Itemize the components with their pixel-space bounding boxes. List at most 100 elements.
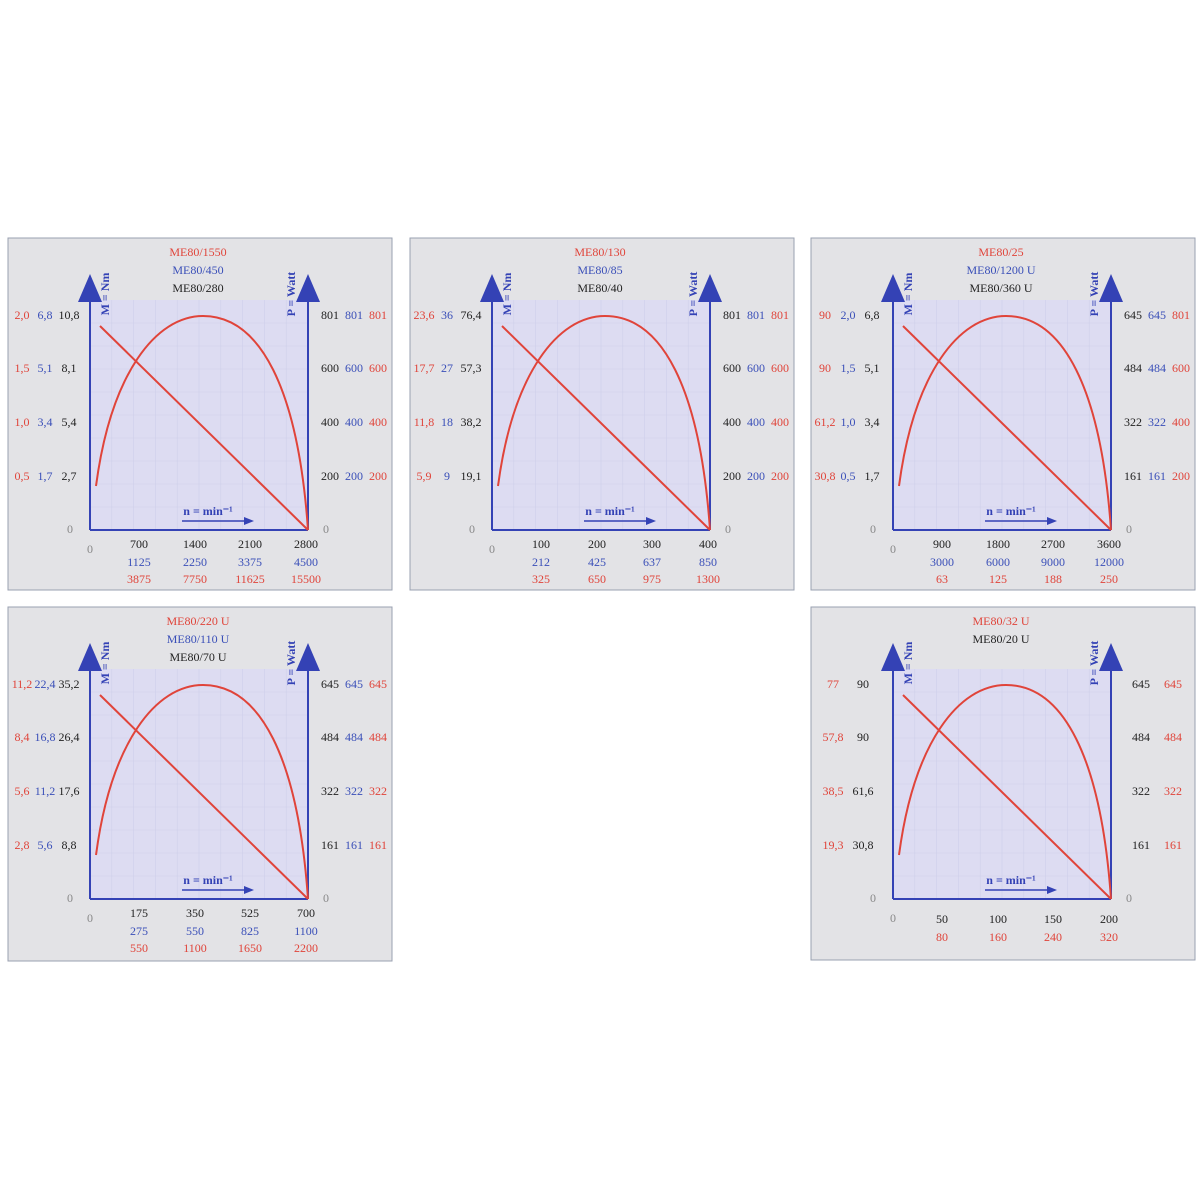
y2-tick-label: 200 (771, 469, 789, 483)
x-tick-label: 50 (936, 912, 948, 926)
y-tick-label: 61,2 (815, 415, 836, 429)
y-axis-label: M = Nm (98, 642, 112, 685)
x-tick-label: 425 (588, 555, 606, 569)
y2-axis-label: P = Watt (284, 641, 298, 686)
y2-tick-label: 645 (1148, 308, 1166, 322)
x-tick-label: 1650 (238, 941, 262, 955)
y2-tick-label: 801 (723, 308, 741, 322)
y-tick-label: 18 (441, 415, 453, 429)
origin-label: 0 (890, 911, 896, 925)
y2-tick-label: 484 (1124, 361, 1142, 375)
x-axis-label: n = min⁻¹ (183, 504, 233, 518)
y-tick-label: 76,4 (461, 308, 482, 322)
x-tick-label: 325 (532, 572, 550, 586)
torque-line (902, 325, 1112, 531)
y2-tick-label: 600 (747, 361, 765, 375)
y2-tick-label: 600 (345, 361, 363, 375)
power-curve (95, 314, 309, 531)
y-axis-label: M = Nm (98, 273, 112, 316)
x-tick-label: 275 (130, 924, 148, 938)
y2-tick-label: 645 (1132, 677, 1150, 691)
y-tick-label: 30,8 (853, 838, 874, 852)
x-tick-label: 320 (1100, 930, 1118, 944)
y2-tick-label: 322 (1124, 415, 1142, 429)
x-tick-label: 3000 (930, 555, 954, 569)
x-tick-label: 825 (241, 924, 259, 938)
x-tick-label: 3375 (238, 555, 262, 569)
y2-tick-label: 200 (345, 469, 363, 483)
y2-tick-label: 161 (321, 838, 339, 852)
y-tick-label: 2,7 (62, 469, 77, 483)
x-axis-label: n = min⁻¹ (986, 504, 1036, 518)
x-tick-label: 150 (1044, 912, 1062, 926)
y2-tick-label: 322 (1148, 415, 1166, 429)
x-tick-label: 1100 (294, 924, 318, 938)
y2-axis-label: P = Watt (1087, 272, 1101, 317)
torque-line (99, 325, 309, 531)
y2-tick-label: 801 (321, 308, 339, 322)
y-tick-label: 27 (441, 361, 453, 375)
y2-tick-label: 322 (369, 784, 387, 798)
panel-title: ME80/1200 U (967, 263, 1036, 277)
origin-label: 0 (890, 542, 896, 556)
y-tick-label: 6,8 (38, 308, 53, 322)
x-tick-label: 9000 (1041, 555, 1065, 569)
y-tick-label: 1,0 (841, 415, 856, 429)
x-tick-label: 637 (643, 555, 661, 569)
y2-tick-label: 801 (369, 308, 387, 322)
x-tick-label: 975 (643, 572, 661, 586)
y2-tick-label: 200 (321, 469, 339, 483)
y2-tick-label: 484 (1148, 361, 1166, 375)
panel-title: ME80/32 U (973, 614, 1030, 628)
chart-panel: ME80/1550 ME80/450 ME80/280 M = Nm P = Watt n… (7, 237, 393, 591)
x-tick-label: 2800 (294, 537, 318, 551)
y-tick-label: 11,2 (12, 677, 33, 691)
origin-label: 0 (725, 522, 731, 536)
y-tick-label: 5,6 (38, 838, 53, 852)
x-tick-label: 2200 (294, 941, 318, 955)
y-tick-label: 1,0 (15, 415, 30, 429)
y2-tick-label: 484 (345, 730, 363, 744)
y-tick-label: 5,9 (417, 469, 432, 483)
y-tick-label: 17,7 (414, 361, 435, 375)
y2-tick-label: 600 (723, 361, 741, 375)
y2-tick-label: 200 (1172, 469, 1190, 483)
x-tick-label: 400 (699, 537, 717, 551)
x-tick-label: 6000 (986, 555, 1010, 569)
y2-tick-label: 645 (321, 677, 339, 691)
y2-tick-label: 200 (723, 469, 741, 483)
y2-tick-label: 600 (771, 361, 789, 375)
torque-line (902, 694, 1112, 900)
y-tick-label: 36 (441, 308, 453, 322)
power-curve (497, 314, 711, 531)
y2-axis-arrow (698, 274, 722, 302)
y2-tick-label: 322 (321, 784, 339, 798)
y2-tick-label: 400 (1172, 415, 1190, 429)
y2-tick-label: 801 (1172, 308, 1190, 322)
y-tick-label: 90 (819, 308, 831, 322)
x-tick-label: 1300 (696, 572, 720, 586)
y-tick-label: 90 (819, 361, 831, 375)
y2-axis-arrow (296, 643, 320, 671)
x-axis-arrow-head (1047, 517, 1057, 525)
y-tick-label: 0,5 (841, 469, 856, 483)
y-tick-label: 17,6 (59, 784, 80, 798)
x-tick-label: 11625 (235, 572, 265, 586)
y-tick-label: 35,2 (59, 677, 80, 691)
x-tick-label: 80 (936, 930, 948, 944)
y2-tick-label: 484 (1164, 730, 1182, 744)
origin-label: 0 (67, 522, 73, 536)
x-tick-label: 212 (532, 555, 550, 569)
panel-title: ME80/110 U (167, 632, 230, 646)
x-tick-label: 240 (1044, 930, 1062, 944)
x-tick-label: 1400 (183, 537, 207, 551)
y-axis-arrow (78, 274, 102, 302)
y2-tick-label: 400 (369, 415, 387, 429)
x-tick-label: 900 (933, 537, 951, 551)
y-tick-label: 8,8 (62, 838, 77, 852)
origin-label: 0 (469, 522, 475, 536)
origin-label: 0 (489, 542, 495, 556)
x-axis-arrow-head (244, 517, 254, 525)
x-axis-arrow-head (1047, 886, 1057, 894)
x-tick-label: 160 (989, 930, 1007, 944)
